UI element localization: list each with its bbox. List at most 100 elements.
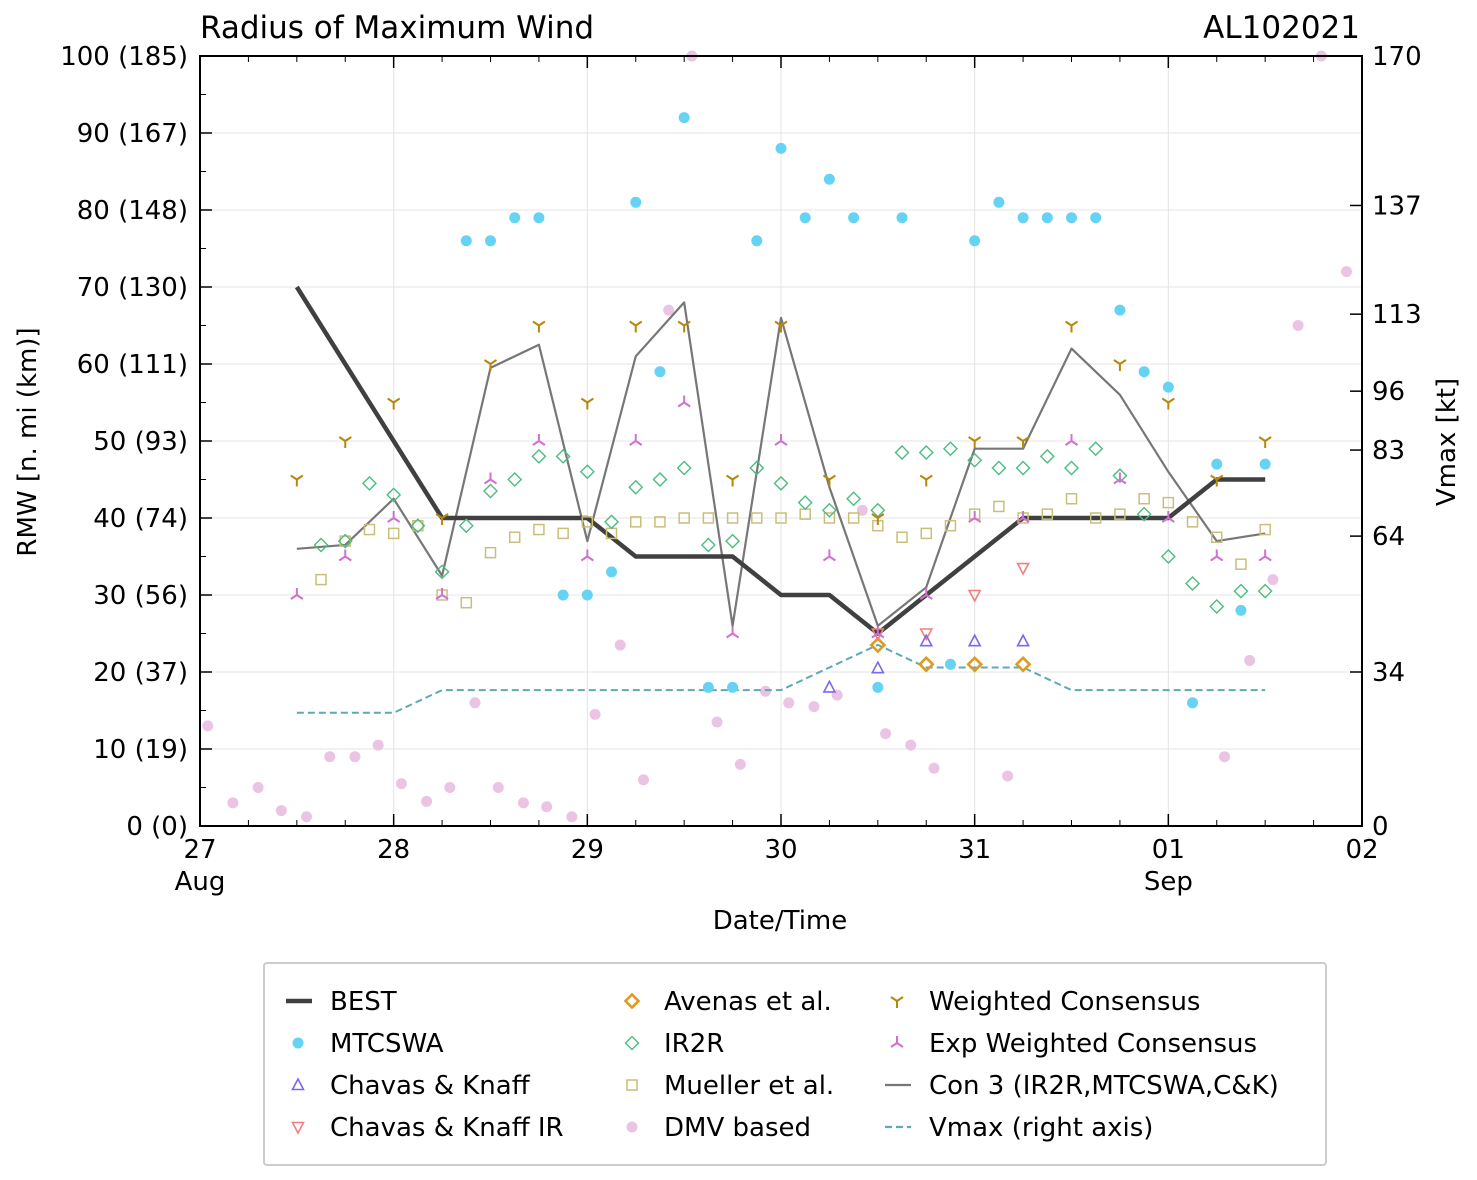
x-tick-label: 01 — [1152, 835, 1185, 865]
point-ewc — [387, 511, 401, 523]
legend-swatch-ewc — [890, 1036, 904, 1048]
legend-label-vmax: Vmax (right axis) — [929, 1113, 1153, 1143]
y-tick-label: 100 (185) — [60, 42, 188, 72]
legend-swatch-ck — [291, 1077, 305, 1091]
point-mueller — [702, 512, 715, 524]
legend-label-ewc: Exp Weighted Consensus — [929, 1029, 1257, 1059]
point-mueller — [1186, 516, 1199, 528]
point-mueller — [1235, 558, 1247, 570]
series-avenas — [869, 636, 1032, 673]
y-tick-label: 70 (130) — [77, 273, 188, 303]
legend-item-wc: Weighted Consensus — [890, 987, 1200, 1017]
point-wc — [968, 436, 982, 448]
point-dmv — [711, 716, 723, 728]
point-ir2r — [313, 537, 329, 553]
point-ir2r — [991, 460, 1007, 476]
point-mtcswa — [751, 235, 763, 247]
y-right-tick-label: 34 — [1372, 658, 1405, 688]
legend-label-dmv: DMV based — [664, 1113, 811, 1143]
point-ck — [1016, 633, 1030, 647]
point-ir2r — [531, 448, 547, 464]
point-mtcswa — [606, 566, 618, 578]
legend-item-ewc: Exp Weighted Consensus — [890, 1029, 1257, 1059]
point-mtcswa — [848, 212, 860, 224]
point-dmv — [227, 797, 239, 809]
legend-label-ck: Chavas & Knaff — [330, 1071, 531, 1101]
point-mtcswa — [775, 142, 787, 154]
point-wc — [726, 474, 740, 487]
x-tick-label: 27 — [183, 835, 216, 865]
point-dmv — [1218, 751, 1230, 763]
y-tick-label: 30 (56) — [93, 581, 188, 611]
point-wc — [1113, 359, 1127, 371]
point-wc — [532, 320, 546, 333]
point-ir2r — [361, 475, 377, 491]
point-mtcswa — [1187, 697, 1199, 709]
point-ir2r — [458, 518, 474, 534]
point-dmv — [517, 797, 529, 809]
point-mueller — [315, 573, 327, 586]
y-right-tick-label: 64 — [1372, 522, 1405, 552]
point-ewc — [435, 588, 449, 600]
point-dmv — [734, 758, 746, 770]
plot-series — [202, 50, 1353, 823]
point-dmv — [301, 811, 313, 823]
point-mueller — [1259, 523, 1271, 536]
point-dmv — [905, 739, 917, 751]
point-avenas — [1014, 655, 1032, 673]
point-ir2r — [410, 518, 426, 534]
point-dmv — [808, 701, 820, 713]
x-tick-label: 31 — [958, 835, 991, 865]
x-tick-label: 29 — [571, 835, 604, 865]
point-mtcswa — [630, 196, 642, 208]
point-wc — [387, 397, 401, 410]
series-mueller — [315, 493, 1271, 609]
point-avenas — [869, 636, 887, 654]
point-mueller — [751, 512, 763, 524]
point-ir2r — [604, 514, 620, 530]
point-wc — [774, 320, 788, 333]
point-mueller — [533, 523, 545, 536]
point-ewc — [1161, 511, 1175, 523]
point-dmv — [541, 801, 553, 813]
point-dmv — [1002, 770, 1014, 782]
point-ir2r — [821, 502, 837, 518]
point-mueller — [654, 516, 666, 528]
legend-label-mtcswa: MTCSWA — [330, 1029, 444, 1059]
legend-label-best: BEST — [330, 987, 397, 1017]
point-mtcswa — [1235, 604, 1247, 616]
point-ir2r — [942, 441, 958, 457]
point-wc — [435, 513, 449, 525]
point-dmv — [395, 778, 407, 790]
point-mueller — [412, 519, 424, 532]
legend-item-ck: Chavas & Knaff — [291, 1071, 531, 1101]
legend-swatch-dmv — [626, 1121, 638, 1133]
point-ir2r — [483, 483, 498, 499]
point-dmv — [492, 782, 504, 793]
point-mueller — [1211, 531, 1223, 543]
legend-item-vmax: Vmax (right axis) — [885, 1113, 1153, 1143]
legend-swatch-mtcswa — [292, 1037, 304, 1049]
point-mtcswa — [1162, 381, 1174, 393]
point-mueller — [339, 535, 351, 547]
point-mueller — [1138, 493, 1150, 505]
point-ewc — [483, 472, 498, 485]
point-mueller — [387, 527, 400, 540]
point-ewc — [290, 588, 304, 600]
point-mtcswa — [872, 681, 884, 693]
point-ir2r — [1160, 549, 1176, 564]
point-mtcswa — [1017, 212, 1029, 224]
point-mtcswa — [1211, 458, 1223, 470]
x-tick-label: 02 — [1345, 835, 1378, 865]
storm-id: AL102021 — [1203, 10, 1360, 46]
point-mtcswa — [654, 366, 666, 378]
y-tick-label: 80 (148) — [77, 196, 188, 226]
point-mueller — [1041, 508, 1054, 520]
y-right-tick-label: 96 — [1372, 377, 1405, 407]
x-axis-label: Date/Time — [713, 906, 848, 936]
point-mueller — [508, 531, 521, 543]
point-ckir — [1016, 562, 1030, 576]
point-dmv — [324, 751, 336, 763]
point-wc — [580, 397, 594, 410]
point-mueller — [630, 516, 642, 528]
